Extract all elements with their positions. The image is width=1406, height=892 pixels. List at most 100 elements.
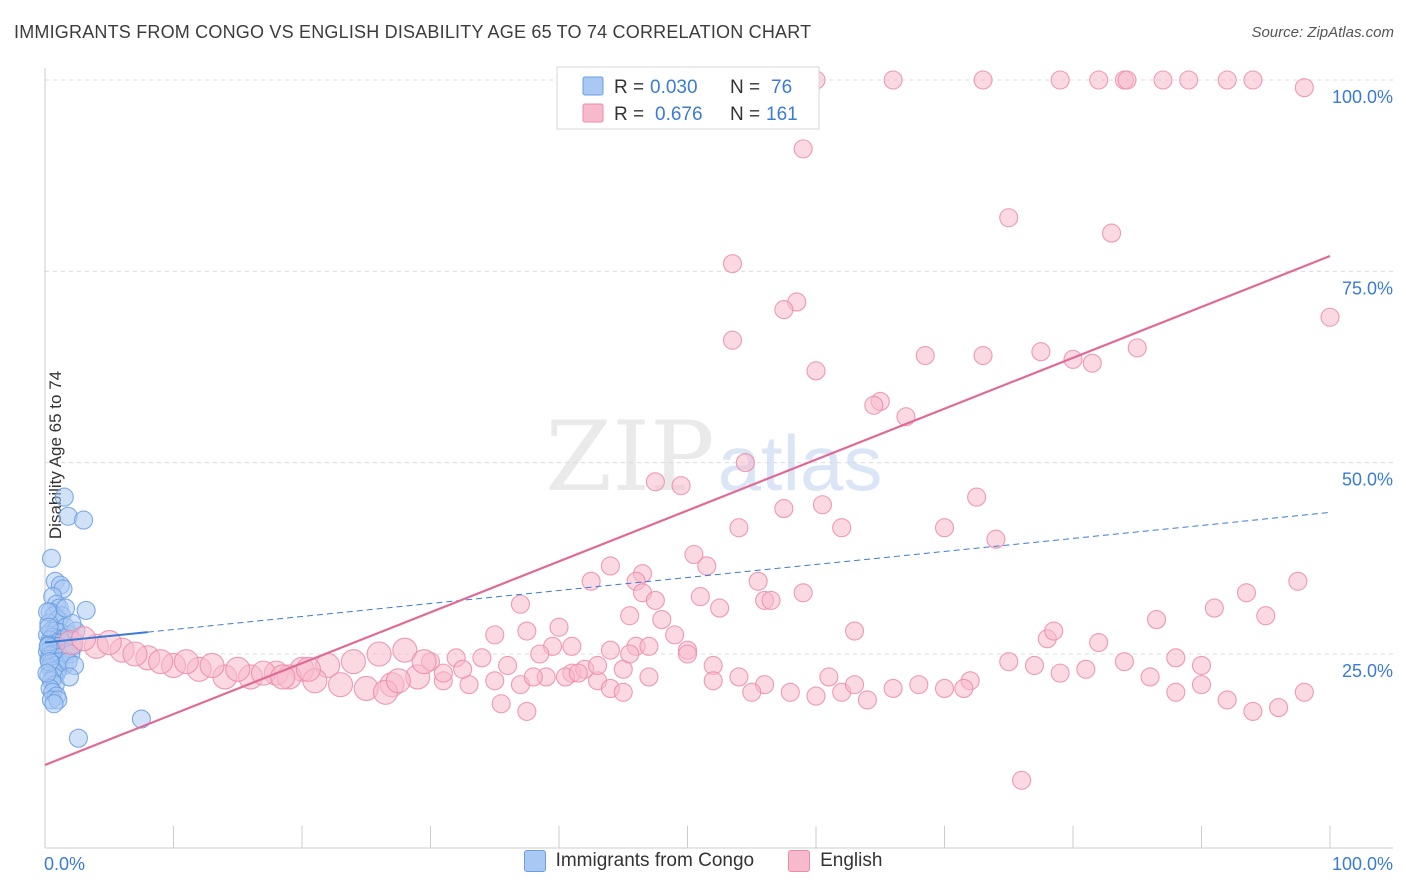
point-1-54: [510, 594, 531, 614]
legend-item-congo[interactable]: Immigrants from Congo: [523, 850, 754, 872]
point-1-155: [703, 671, 723, 691]
series-legend: Immigrants from Congo English: [0, 850, 1406, 872]
point-1-43: [684, 544, 704, 565]
point-1-134: [1166, 682, 1186, 702]
point-1-22: [722, 330, 743, 350]
chart-title: IMMIGRANTS FROM CONGO VS ENGLISH DISABIL…: [14, 22, 812, 42]
point-1-62: [485, 625, 505, 645]
point-1-167: [385, 668, 411, 694]
point-0-12: [76, 600, 96, 620]
point-0-75: [59, 667, 79, 687]
point-1-147: [1236, 583, 1257, 603]
trend-line-english: [44, 255, 1331, 766]
point-1-72: [472, 648, 492, 668]
y-tick-label-3: 100.0%: [1332, 87, 1393, 107]
point-1-133: [1140, 667, 1160, 687]
point-1-56: [761, 590, 781, 610]
point-1-64: [665, 625, 685, 645]
point-1-11: [1179, 70, 1199, 90]
point-1-158: [844, 675, 865, 695]
point-1-41: [934, 518, 955, 538]
point-1-33: [735, 453, 755, 473]
point-1-132: [1114, 652, 1134, 672]
point-1-163: [411, 649, 437, 675]
data-points: [37, 70, 1340, 790]
point-1-94: [199, 652, 225, 679]
point-1-76: [392, 637, 418, 663]
point-0-61: [68, 728, 88, 748]
point-1-7: [1089, 70, 1109, 90]
watermark-zip: ZIP: [545, 401, 714, 513]
point-1-125: [909, 675, 929, 695]
legend-r-value-congo: 0.030: [650, 77, 698, 98]
point-1-12: [1217, 70, 1237, 90]
point-1-71: [530, 644, 550, 664]
grid-lines: [45, 79, 1393, 655]
point-1-148: [1256, 606, 1276, 626]
point-1-95: [225, 656, 251, 682]
point-1-146: [1204, 598, 1224, 618]
point-0-60: [131, 709, 151, 729]
point-1-130: [1050, 663, 1070, 683]
point-1-154: [639, 667, 659, 687]
point-1-23: [1031, 342, 1051, 362]
point-1-144: [1044, 621, 1064, 641]
point-0-3: [41, 548, 61, 568]
point-1-29: [806, 361, 826, 381]
point-1-135: [1191, 675, 1212, 695]
series-0-points: [37, 487, 151, 748]
point-1-16: [999, 208, 1019, 228]
point-0-2: [74, 510, 94, 530]
point-1-105: [485, 671, 505, 691]
point-1-44: [697, 556, 717, 576]
point-1-52: [690, 587, 710, 607]
point-1-21: [1320, 307, 1340, 327]
point-1-114: [620, 644, 640, 664]
legend-r-value-english: 0.676: [655, 104, 703, 125]
point-1-6: [1050, 70, 1070, 90]
legend-r-label-english: R =: [614, 104, 644, 125]
point-1-18: [722, 254, 743, 274]
point-1-99: [327, 672, 354, 698]
point-1-31: [864, 395, 884, 415]
point-1-25: [973, 345, 993, 366]
point-1-142: [1166, 648, 1186, 668]
point-1-141: [1191, 655, 1212, 676]
point-1-123: [857, 690, 877, 710]
point-1-28: [1127, 338, 1147, 358]
point-1-67: [562, 636, 582, 656]
legend-item-english[interactable]: English: [788, 850, 882, 872]
legend-swatch-congo: [582, 76, 604, 96]
point-1-49: [748, 571, 768, 591]
stats-legend: R = 0.030 N = 76 R = 0.676 N = 161: [556, 66, 820, 130]
point-1-92: [148, 649, 174, 675]
point-1-93: [173, 649, 199, 675]
point-1-9: [1117, 70, 1137, 90]
point-1-115: [639, 636, 659, 656]
watermark: ZIP atlas: [545, 401, 882, 513]
point-1-34: [645, 472, 665, 492]
point-1-13: [1243, 70, 1263, 90]
point-1-53: [645, 590, 665, 610]
point-1-68: [600, 640, 620, 660]
point-1-10: [1153, 70, 1173, 90]
point-1-151: [517, 701, 537, 721]
point-1-37: [812, 495, 832, 515]
point-1-36: [967, 487, 987, 507]
point-1-128: [999, 652, 1019, 672]
point-1-42: [986, 529, 1006, 549]
point-1-164: [433, 663, 453, 683]
point-0-71: [39, 617, 59, 637]
point-1-153: [613, 682, 633, 702]
trend-line-congo-dashed: [147, 511, 1331, 633]
point-1-27: [1082, 353, 1102, 373]
point-1-14: [1294, 78, 1314, 98]
y-tick-label-0: 25.0%: [1342, 661, 1393, 681]
point-1-90: [96, 629, 122, 656]
point-1-50: [793, 583, 813, 603]
point-0-0: [54, 487, 74, 507]
point-1-139: [1294, 682, 1314, 702]
legend-n-label-congo: N =: [730, 77, 760, 98]
point-0-74: [37, 663, 57, 683]
point-1-61: [517, 621, 537, 641]
